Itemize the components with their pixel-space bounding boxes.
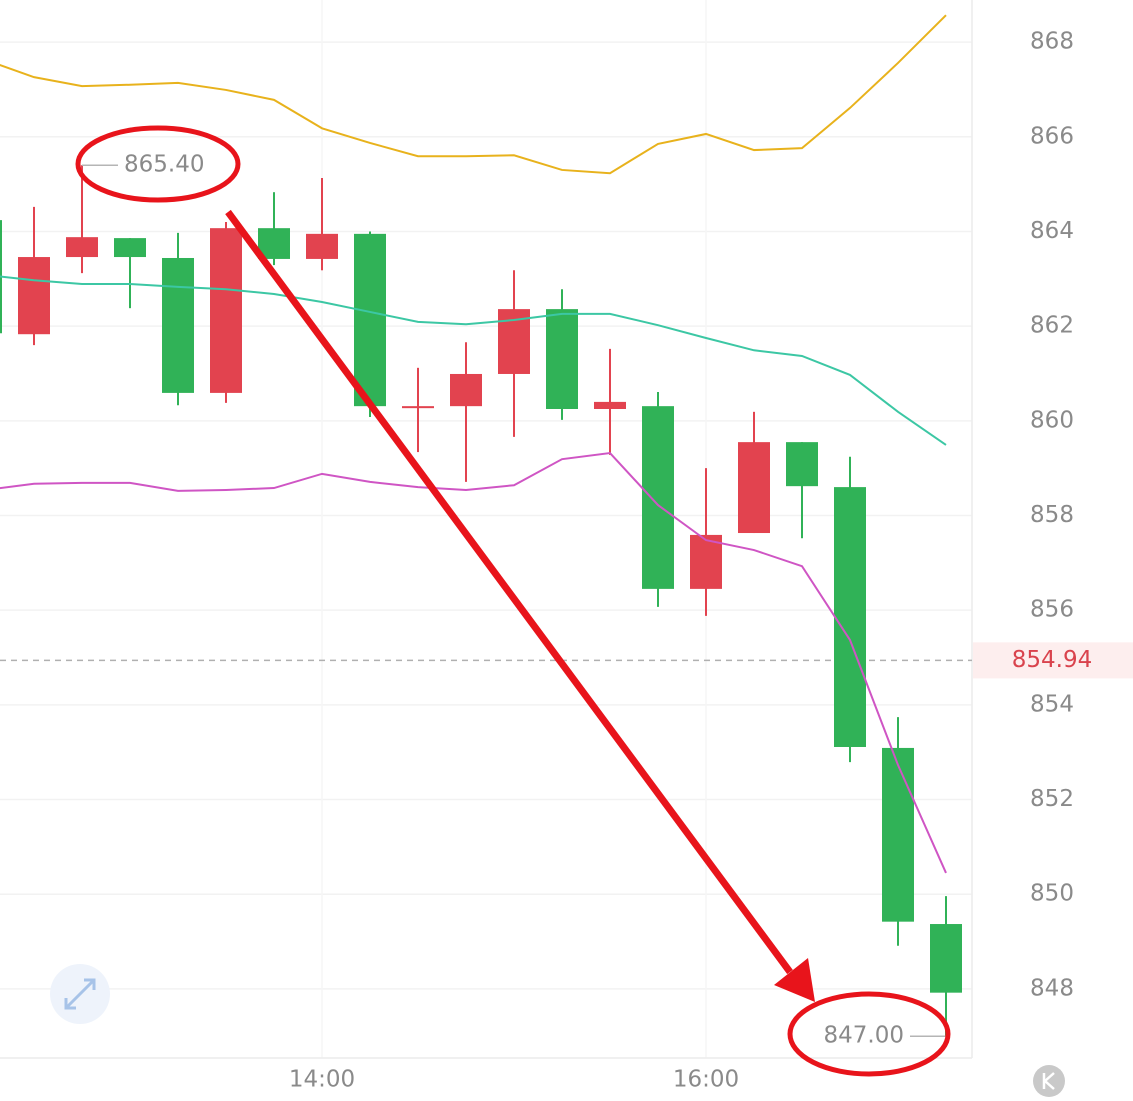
candle-body [930,924,962,993]
candle-body [402,406,434,409]
candle-body [546,309,578,409]
candle-body [162,257,194,393]
candle-body [114,238,146,258]
highlight-ellipse [787,991,951,1077]
y-tick-label: 852 [1030,786,1074,812]
price-label: 854.94 [1012,647,1092,673]
y-tick-label: 858 [1030,502,1074,528]
y-tick-label: 848 [1030,975,1074,1001]
candle-body [306,233,338,259]
candle-body [66,237,98,258]
candle-body [786,442,818,487]
candle-body [18,257,50,335]
indicator-line [0,14,947,175]
candle-body [594,401,626,409]
plot-area [0,14,972,1037]
annotations: 865.40 847.00 [82,152,946,1049]
x-tick-label: 14:00 [289,1067,355,1093]
x-tick-label: 16:00 [673,1067,739,1093]
candle-body [210,228,242,393]
y-tick-label: 866 [1030,123,1074,149]
k-button[interactable] [1033,1065,1065,1097]
expand-button[interactable] [50,964,110,1024]
indicator-line [0,275,947,446]
y-axis: 848 850 852 854 856 858 860 862 864 866 868 14:00 16… [289,29,1133,1093]
highlight-ellipse [75,125,241,203]
candle-body [642,406,674,589]
candle-body [882,747,914,922]
y-tick-label: 864 [1030,218,1074,244]
y-tick-label: 862 [1030,313,1074,339]
y-tick-label: 868 [1030,29,1074,55]
candle-body [258,228,290,259]
arrow-head [774,958,815,1002]
y-tick-label: 854 [1030,691,1074,717]
y-tick-label: 860 [1030,407,1074,433]
candle-body [690,534,722,589]
y-tick-label: 850 [1030,881,1074,907]
candle-body [354,233,386,407]
arrow-shaft [225,209,793,975]
low-label: 847.00 [824,1023,904,1049]
candle-body [834,487,866,747]
candle-body [738,442,770,534]
price-label-bg [973,642,1133,679]
high-label: 865.40 [124,152,204,178]
candle-body [450,373,482,407]
indicator-line [0,451,947,874]
y-tick-label: 856 [1030,597,1074,623]
